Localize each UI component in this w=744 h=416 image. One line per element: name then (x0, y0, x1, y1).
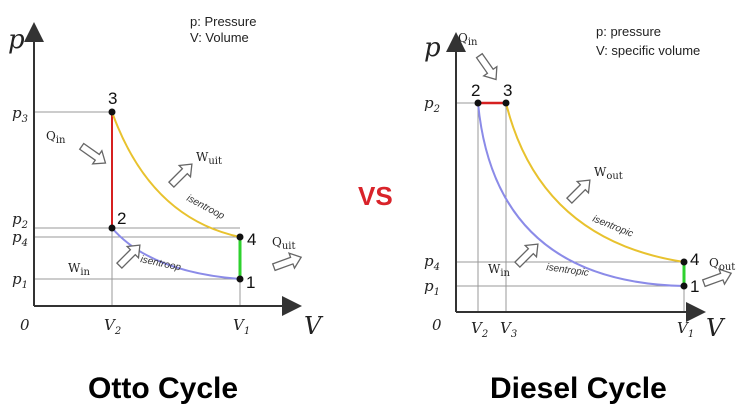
diesel-legend-pressure: p: pressure (596, 24, 661, 39)
otto-win-arrow-icon (115, 244, 141, 270)
diesel-cycle-title: Diesel Cycle (490, 372, 667, 405)
diesel-legend-volume: V: specific volume (596, 43, 700, 58)
otto-point-1-label: 1 (246, 273, 255, 292)
otto-compression-curve (111, 227, 241, 280)
diesel-y-axis-label: p (424, 33, 441, 63)
diesel-qout-label: Qout (709, 256, 735, 273)
otto-expansion-curve (111, 111, 241, 238)
diesel-tick-v3: V3 (500, 319, 517, 340)
diesel-upper-curve-label: isentropic (591, 214, 635, 240)
otto-point-3-label: 3 (108, 89, 117, 108)
otto-wuit-label: Wuit (196, 150, 222, 167)
diesel-wout-label: Wout (594, 165, 623, 182)
diesel-diagram: p V 0 p2 p4 p1 V2 V3 V1 2 3 4 1 p: press… (424, 24, 735, 342)
diesel-qin-arrow-icon (475, 52, 498, 81)
diesel-origin-label: 0 (432, 316, 442, 334)
otto-legend-volume: V: Volume (190, 30, 249, 45)
otto-point-2 (108, 224, 116, 232)
otto-lower-curve-label: isentroop (139, 254, 182, 273)
otto-legend-pressure: p: Pressure (190, 14, 256, 29)
diesel-point-4 (680, 258, 688, 266)
diesel-win-label: Win (488, 262, 511, 279)
diesel-point-2 (474, 99, 482, 107)
diesel-point-2-label: 2 (471, 81, 480, 100)
otto-tick-p2: p2 (12, 210, 28, 231)
diesel-expansion-curve (505, 102, 685, 263)
diesel-point-3 (502, 99, 510, 107)
otto-y-axis-label: p (8, 25, 25, 55)
otto-qin-arrow-icon (78, 142, 107, 165)
otto-origin-label: 0 (20, 316, 30, 334)
otto-x-axis-label: V (304, 312, 324, 340)
otto-win-label: Win (68, 261, 91, 278)
otto-quit-label: Quit (272, 235, 296, 252)
otto-cycle-title: Otto Cycle (88, 372, 238, 405)
otto-qin-label: Qin (46, 129, 66, 146)
otto-point-2-label: 2 (117, 209, 126, 228)
diesel-win-arrow-icon (513, 243, 539, 269)
otto-quit-arrow-icon (271, 252, 303, 272)
otto-tick-v1: V1 (233, 316, 250, 337)
diesel-point-3-label: 3 (503, 81, 512, 100)
otto-point-4-label: 4 (247, 230, 256, 249)
vs-label: VS (358, 181, 393, 211)
diesel-tick-p4: p4 (424, 252, 440, 273)
otto-wuit-arrow-icon (167, 163, 193, 189)
diesel-compression-curve (477, 102, 685, 287)
otto-tick-p4: p4 (12, 228, 28, 249)
otto-point-1 (236, 275, 244, 283)
diesel-x-axis-label: V (706, 314, 726, 342)
diesel-tick-p1: p1 (424, 277, 440, 298)
diesel-tick-v1: V1 (677, 319, 694, 340)
otto-diagram: p V 0 p3 p2 p4 p1 V2 V1 3 2 4 1 p: Press… (8, 14, 324, 340)
otto-point-3 (108, 108, 116, 116)
diesel-point-4-label: 4 (690, 250, 699, 269)
diesel-tick-v2: V2 (471, 319, 488, 340)
diesel-lower-curve-label: isentropic (546, 262, 590, 279)
diesel-point-1-label: 1 (690, 277, 699, 296)
diesel-wout-arrow-icon (565, 179, 591, 205)
diesel-qin-label: Qin (458, 31, 478, 48)
diesel-point-1 (680, 282, 688, 290)
diesel-qout-arrow-icon (701, 268, 733, 288)
otto-point-4 (236, 233, 244, 241)
otto-tick-p3: p3 (12, 104, 28, 125)
otto-tick-p1: p1 (12, 270, 28, 291)
otto-tick-v2: V2 (104, 316, 121, 337)
diesel-tick-p2: p2 (424, 94, 440, 115)
